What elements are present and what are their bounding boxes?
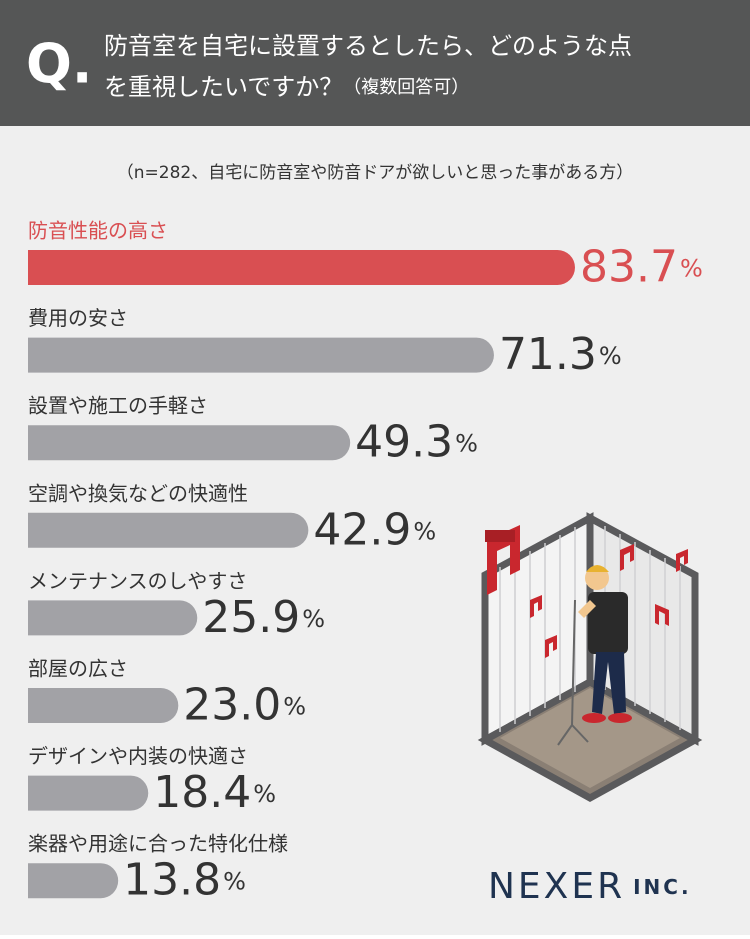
question-line-text: を重視したいですか？ <box>104 73 343 101</box>
value-unit: % <box>680 255 703 283</box>
bar <box>28 775 149 811</box>
category-label: 楽器や用途に合った特化仕様 <box>28 832 288 856</box>
bar <box>28 250 575 285</box>
value-unit: % <box>599 342 622 370</box>
value-label: 71.3% <box>499 329 622 380</box>
value-label: 13.8% <box>123 855 246 906</box>
question-line: 防音室を自宅に設置するとしたら、どのような点 <box>104 32 632 60</box>
value-number: 23.0 <box>183 680 281 731</box>
value-unit: % <box>413 517 436 545</box>
value-number: 25.9 <box>202 592 300 643</box>
value-label: 18.4% <box>153 767 276 818</box>
category-label: 費用の安さ <box>28 306 128 330</box>
value-label: 23.0% <box>183 680 306 731</box>
illustration <box>477 512 703 802</box>
logo: NEXER INC. <box>488 866 692 907</box>
value-label: 83.7% <box>580 242 703 293</box>
question-line: を重視したいですか？（複数回答可） <box>104 73 469 101</box>
category-label: デザインや内装の快適さ <box>28 744 248 768</box>
bar <box>28 600 198 636</box>
bar <box>28 337 494 373</box>
value-unit: % <box>283 693 306 721</box>
bar <box>28 425 351 461</box>
logo-main: NEXER <box>488 866 625 907</box>
bar <box>28 863 119 899</box>
logo-suffix: INC. <box>633 875 691 899</box>
value-number: 71.3 <box>499 329 597 380</box>
value-number: 13.8 <box>123 855 221 906</box>
value-unit: % <box>302 605 325 633</box>
value-unit: % <box>455 430 478 458</box>
value-unit: % <box>253 780 276 808</box>
category-label: メンテナンスのしやすさ <box>28 569 247 593</box>
category-label: 設置や施工の手軽さ <box>28 394 208 418</box>
value-number: 42.9 <box>313 504 411 555</box>
bar <box>28 512 309 548</box>
value-label: 49.3% <box>355 417 478 468</box>
value-label: 25.9% <box>202 592 325 643</box>
category-label: 空調や換気などの快適性 <box>28 481 248 505</box>
category-label: 部屋の広さ <box>28 657 128 681</box>
value-number: 49.3 <box>355 417 453 468</box>
question-note: （複数回答可） <box>343 77 469 98</box>
value-number: 18.4 <box>153 767 251 818</box>
value-unit: % <box>223 868 246 896</box>
value-number: 83.7 <box>580 242 678 293</box>
bar <box>28 688 179 723</box>
value-label: 42.9% <box>313 504 436 555</box>
header-band <box>0 0 750 126</box>
category-label: 防音性能の高さ <box>28 219 168 243</box>
q-mark: Q. <box>26 33 92 96</box>
subtitle: （n=282、自宅に防音室や防音ドアが欲しいと思った事がある方） <box>117 163 633 183</box>
